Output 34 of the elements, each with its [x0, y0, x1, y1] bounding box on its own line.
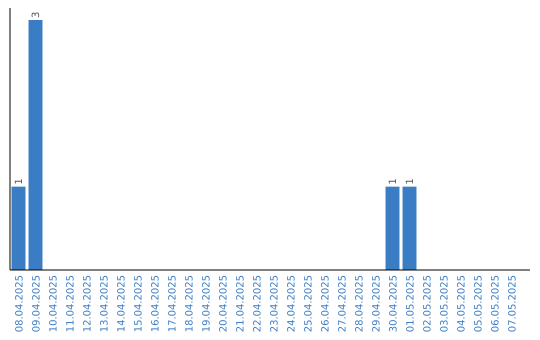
x-tick-label: 25.04.2025 [304, 275, 314, 332]
x-tick-label: 23.04.2025 [270, 275, 280, 332]
x-tick-label: 05.05.2025 [474, 275, 484, 332]
x-tick-label: 22.04.2025 [252, 275, 264, 332]
x-tick-label: 19.04.2025 [202, 275, 212, 332]
x-tick-label: 20.04.2025 [218, 275, 230, 332]
x-tick-label: 03.05.2025 [440, 275, 450, 332]
x-tick-label: 28.04.2025 [354, 275, 366, 332]
x-tick-label: 08.04.2025 [14, 275, 26, 332]
x-tick-label: 01.05.2025 [406, 275, 416, 332]
data-label: 1 [14, 178, 25, 185]
x-tick-label: 11.04.2025 [66, 275, 76, 332]
x-tick-label: 14.04.2025 [116, 275, 128, 332]
x-tick-label: 02.05.2025 [422, 275, 434, 332]
x-tick-label: 24.04.2025 [286, 275, 298, 332]
x-tick-label: 16.04.2025 [150, 275, 162, 332]
x-tick-label: 06.05.2025 [490, 275, 502, 332]
x-tick-label: 18.04.2025 [184, 275, 196, 332]
x-tick-label: 13.04.2025 [100, 275, 110, 332]
x-tick-label: 07.05.2025 [508, 275, 518, 332]
x-tick-label: 21.04.2025 [236, 275, 246, 332]
x-tick-label: 29.04.2025 [372, 275, 382, 332]
data-label: 1 [405, 178, 416, 185]
x-tick-label: 04.05.2025 [456, 275, 468, 332]
data-label: 1 [388, 178, 399, 185]
x-tick-label: 12.04.2025 [82, 275, 94, 332]
x-tick-label: 27.04.2025 [338, 275, 348, 332]
x-tick-label: 10.04.2025 [48, 275, 60, 332]
x-tick-label: 15.04.2025 [134, 275, 144, 332]
x-tick-label: 17.04.2025 [168, 275, 178, 332]
x-tick-label: 30.04.2025 [388, 275, 400, 332]
x-tick-label: 09.04.2025 [32, 275, 42, 332]
data-label: 3 [31, 12, 42, 18]
x-tick-label: 26.04.2025 [320, 275, 332, 332]
